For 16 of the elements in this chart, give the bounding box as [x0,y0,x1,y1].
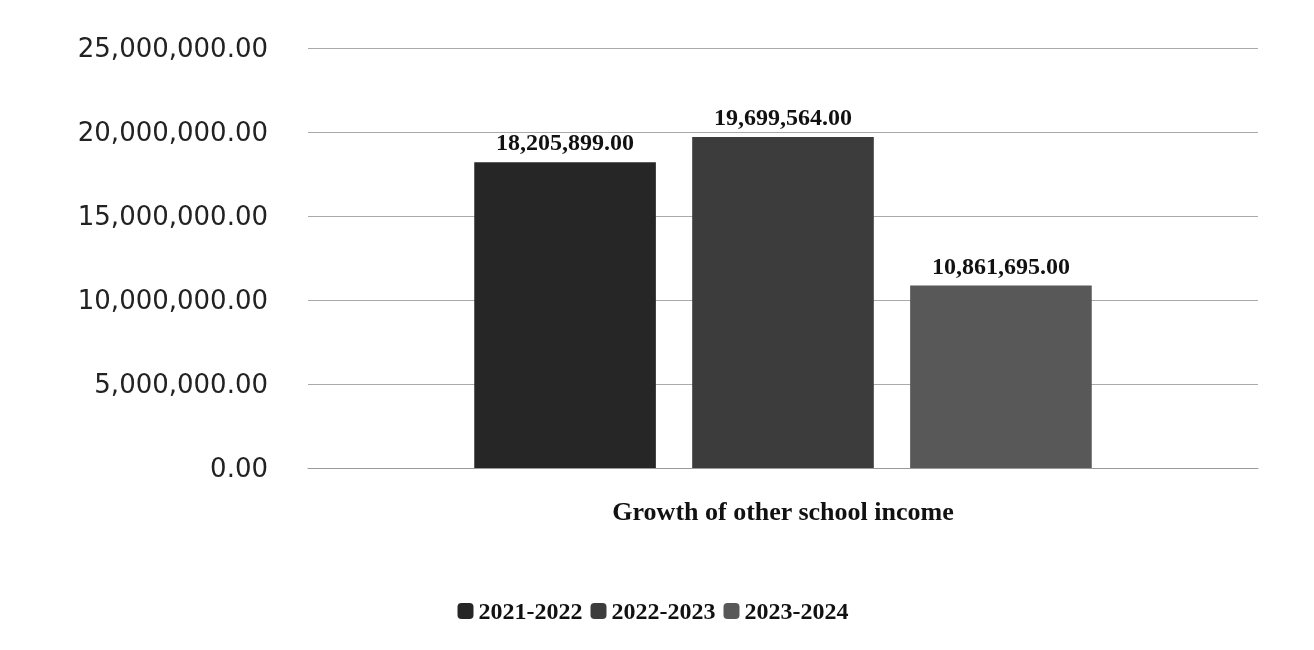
x-tick-label: Growth of other school income [612,496,954,526]
bar [692,137,874,468]
data-label: 19,699,564.00 [714,104,852,131]
y-tick-label: 15,000,000.00 [77,201,268,231]
y-tick-label: 20,000,000.00 [77,117,268,147]
y-tick-label: 10,000,000.00 [77,285,268,315]
data-label: 10,861,695.00 [931,252,1070,279]
y-tick-label: 5,000,000.00 [94,369,268,399]
legend-label: 2021-2022 [478,598,583,624]
y-tick-label: 0.00 [210,453,268,483]
legend-label: 2023-2024 [744,598,849,624]
bar [910,285,1092,468]
bar [474,162,656,468]
legend-label: 2022-2023 [611,598,716,624]
y-tick-label: 25,000,000.00 [77,33,268,63]
data-label: 18,205,899.00 [496,129,635,156]
